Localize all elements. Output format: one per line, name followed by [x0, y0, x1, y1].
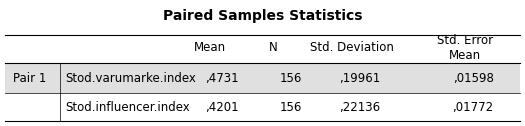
Text: N: N [269, 41, 277, 54]
Text: Stod.varumarke.index: Stod.varumarke.index [66, 72, 196, 85]
Text: Paired Samples Statistics: Paired Samples Statistics [163, 9, 362, 23]
Text: Pair 1: Pair 1 [13, 72, 47, 85]
Text: ,01598: ,01598 [453, 72, 494, 85]
Text: Stod.influencer.index: Stod.influencer.index [66, 101, 191, 114]
Text: 156: 156 [279, 72, 302, 85]
Text: Std. Error
Mean: Std. Error Mean [437, 34, 492, 62]
Text: ,4731: ,4731 [205, 72, 239, 85]
Text: ,19961: ,19961 [339, 72, 381, 85]
FancyBboxPatch shape [5, 93, 520, 121]
Text: ,22136: ,22136 [340, 101, 381, 114]
Text: Mean: Mean [194, 41, 226, 54]
Text: 156: 156 [279, 101, 302, 114]
FancyBboxPatch shape [5, 63, 520, 93]
Text: ,01772: ,01772 [453, 101, 494, 114]
Text: Std. Deviation: Std. Deviation [310, 41, 394, 54]
Text: ,4201: ,4201 [205, 101, 239, 114]
